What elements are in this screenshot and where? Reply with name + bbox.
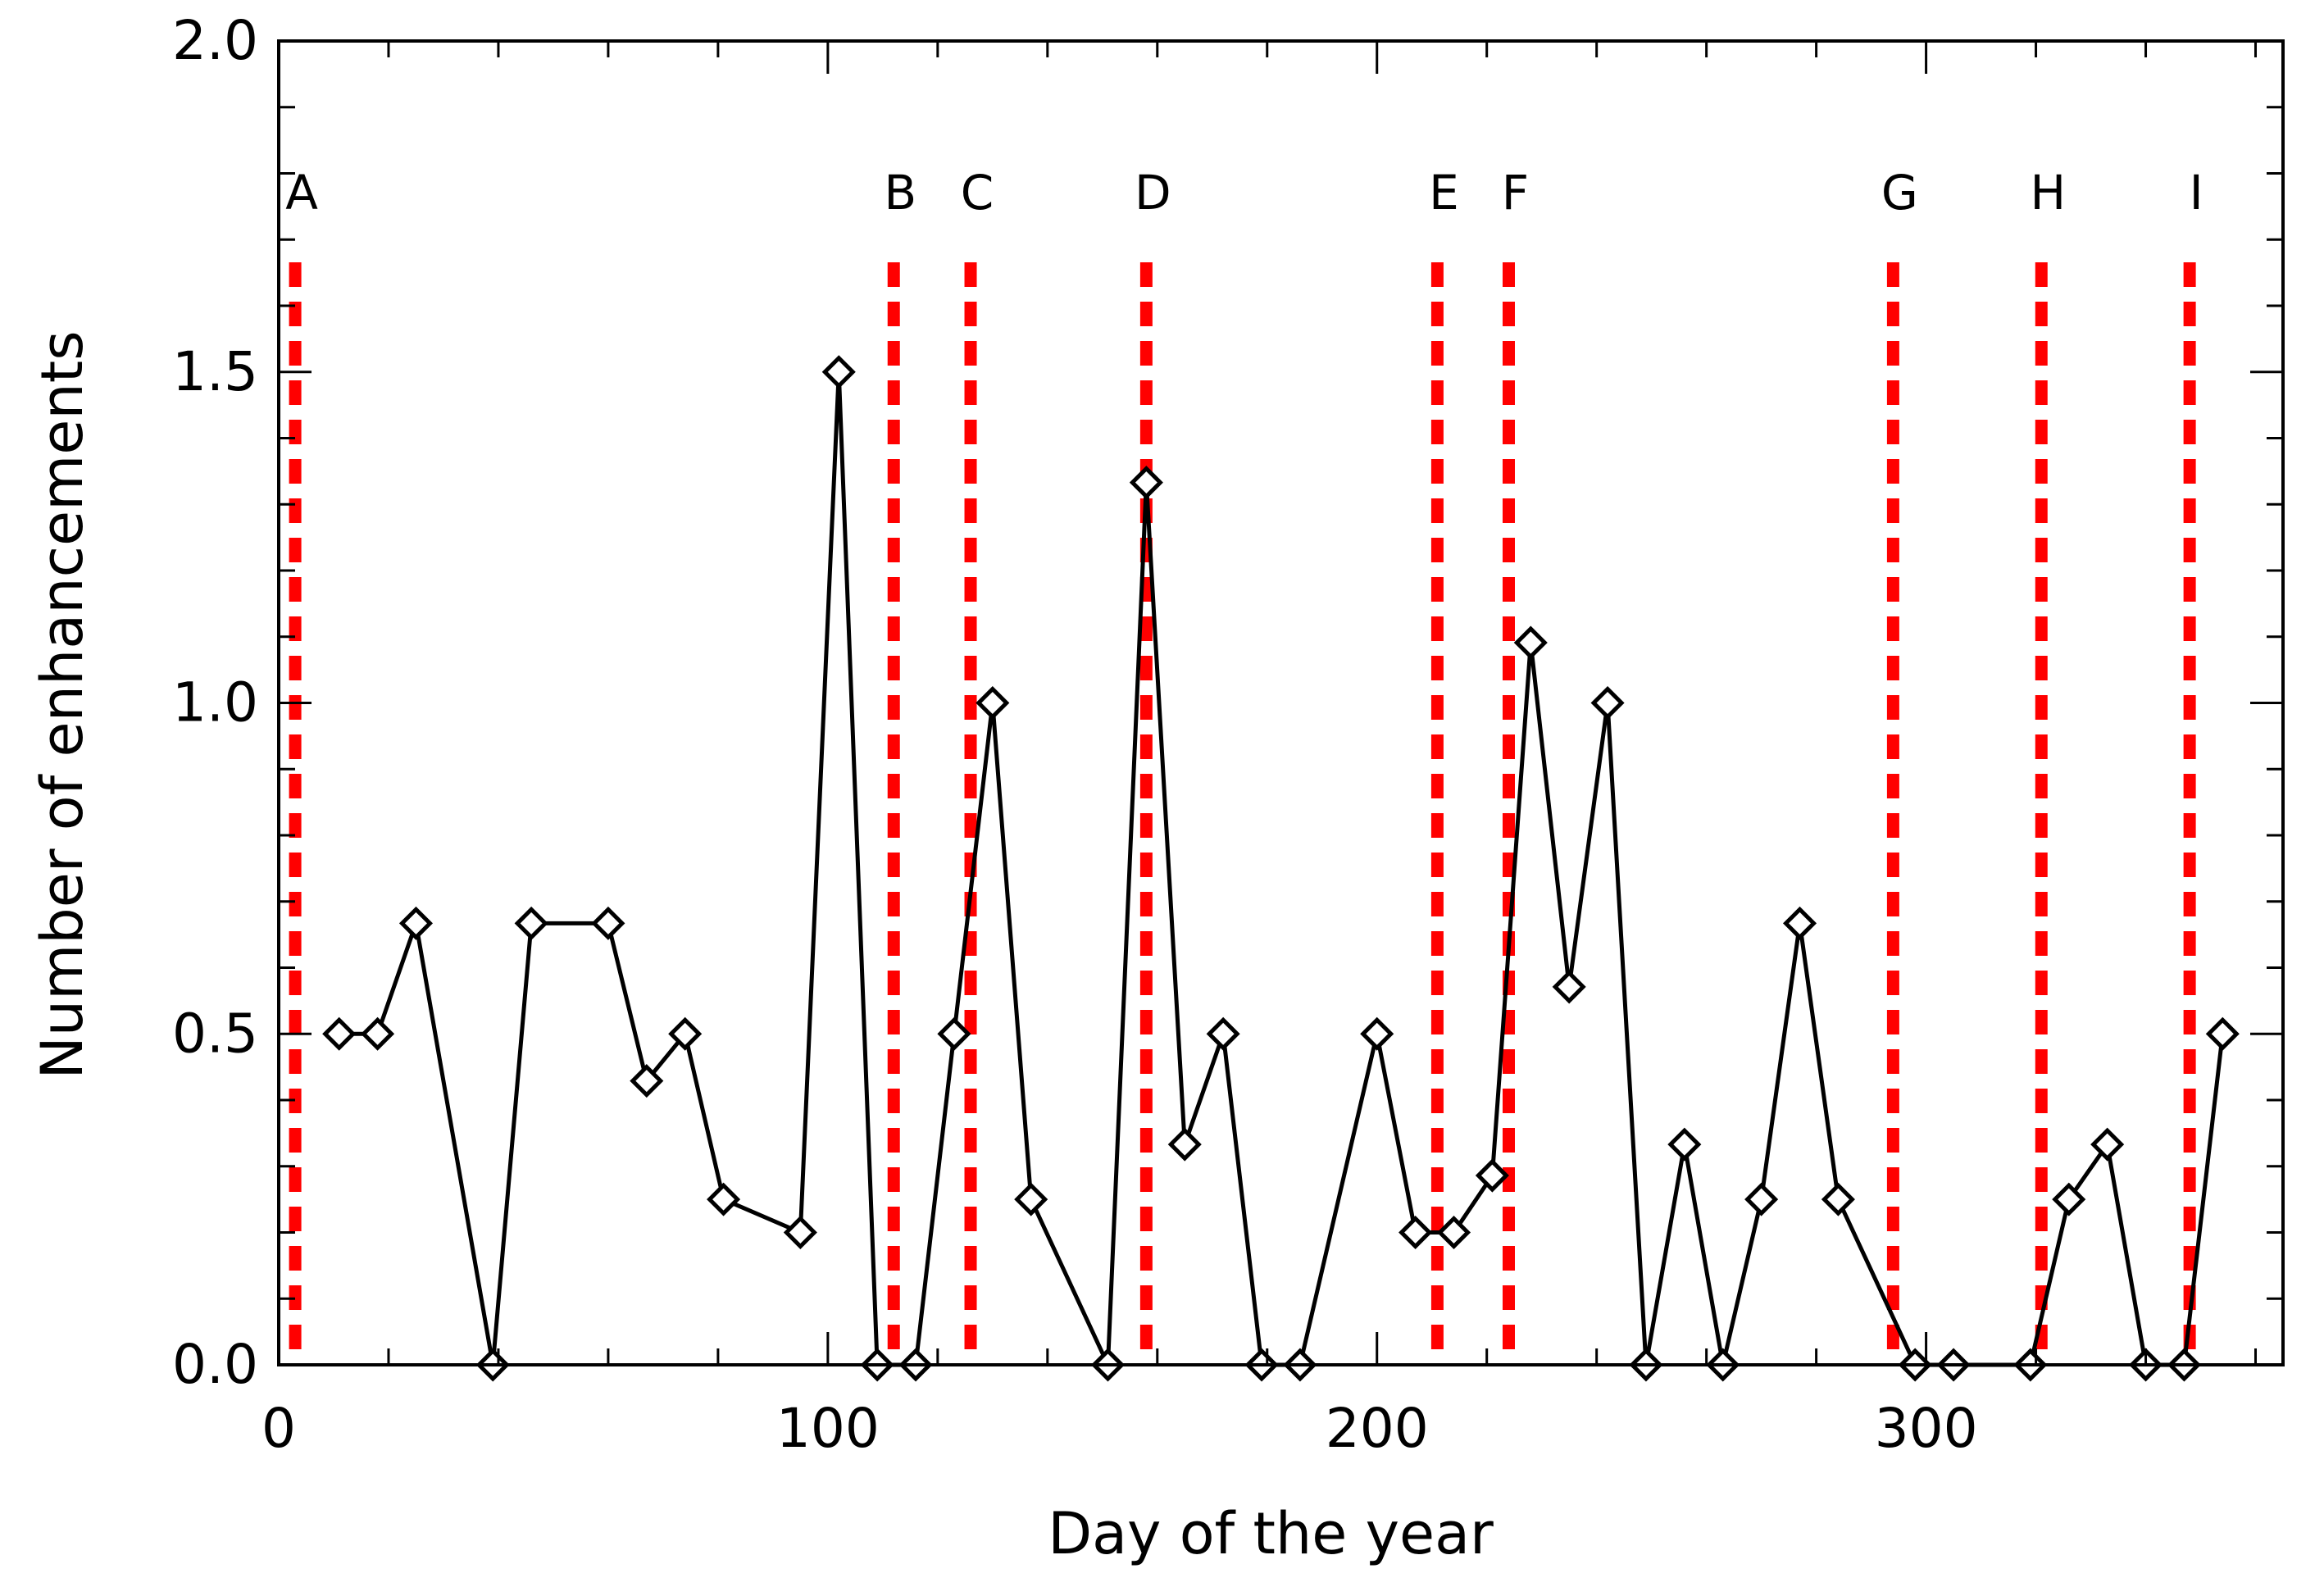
data-point <box>1014 1182 1048 1216</box>
data-point <box>591 906 625 940</box>
event-lines <box>289 262 2196 1365</box>
x-tick-label: 200 <box>1326 1397 1429 1460</box>
data-point <box>322 1016 357 1051</box>
data-point <box>1129 466 1163 500</box>
data-point <box>1167 1127 1202 1162</box>
x-tick-label: 0 <box>262 1397 296 1460</box>
data-point <box>2205 1016 2240 1051</box>
data-point <box>1667 1127 1702 1162</box>
event-label-a: A <box>285 165 318 221</box>
data-point <box>783 1215 817 1250</box>
data-point <box>1590 685 1625 721</box>
data-point <box>1475 1158 1509 1193</box>
data-point <box>668 1016 703 1051</box>
data-point <box>398 906 434 940</box>
data-point <box>1782 906 1817 940</box>
event-label-i: I <box>2190 165 2203 221</box>
event-label-e: E <box>1429 165 1459 221</box>
data-point <box>1513 625 1548 660</box>
data-point <box>707 1182 741 1216</box>
data-point <box>1206 1016 1240 1051</box>
data-point <box>976 685 1010 721</box>
data-point <box>2090 1127 2125 1162</box>
event-label-h: H <box>2030 165 2066 221</box>
event-label-f: F <box>1502 165 1529 221</box>
y-tick-label: 1.0 <box>172 671 258 734</box>
data-point <box>1744 1182 1779 1216</box>
y-axis-title: Number of enhancements <box>29 330 96 1079</box>
data-point <box>1360 1016 1394 1051</box>
x-tick-label: 300 <box>1875 1397 1978 1460</box>
labels-group: A B C D E F G H I 0 100 200 300 0.0 0.5 1.0 1.5 2.0 <box>172 9 2203 1460</box>
data-point <box>937 1016 971 1051</box>
event-label-b: B <box>884 165 916 221</box>
data-point <box>2052 1182 2086 1216</box>
y-tick-label: 2.0 <box>172 9 258 72</box>
ticks-group <box>277 39 2283 1366</box>
data-point <box>630 1064 664 1098</box>
y-tick-label: 1.5 <box>172 340 258 403</box>
event-label-g: G <box>1881 165 1918 221</box>
data-point <box>514 906 548 940</box>
event-label-d: D <box>1135 165 1171 221</box>
x-axis-title: Day of the year <box>1048 1500 1494 1567</box>
y-tick-label: 0.5 <box>172 1002 258 1065</box>
data-point <box>1436 1215 1471 1250</box>
data-point <box>361 1016 395 1051</box>
y-tick-label: 0.0 <box>172 1333 258 1396</box>
x-tick-label: 100 <box>776 1397 880 1460</box>
data-point <box>1552 970 1586 1004</box>
data-point <box>1398 1215 1433 1250</box>
data-point <box>821 355 856 389</box>
event-label-c: C <box>961 165 994 221</box>
data-point <box>1821 1182 1855 1216</box>
